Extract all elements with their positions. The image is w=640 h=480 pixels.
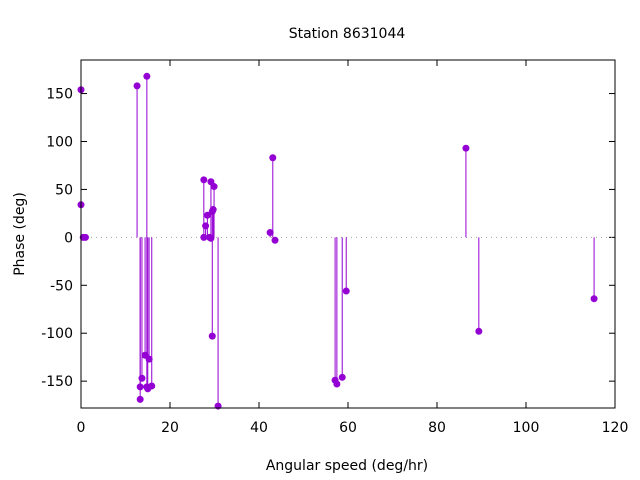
data-point <box>269 154 277 162</box>
y-tick-label: 100 <box>46 134 73 150</box>
data-point <box>214 402 222 410</box>
y-tick-label: 50 <box>55 182 73 198</box>
data-point <box>342 287 350 295</box>
x-tick-label: 120 <box>602 420 629 436</box>
data-point <box>203 211 211 219</box>
x-axis-label: Angular speed (deg/hr) <box>266 458 428 474</box>
data-point <box>210 183 218 191</box>
data-point <box>81 233 89 241</box>
data-point <box>209 206 217 214</box>
data-point <box>208 332 216 340</box>
data-point <box>266 229 274 237</box>
x-tick-label: 60 <box>339 420 357 436</box>
data-point <box>338 373 346 381</box>
chart-title: Station 8631044 <box>289 26 406 42</box>
y-tick-label: 0 <box>64 230 73 246</box>
data-point <box>133 82 141 90</box>
data-point <box>145 355 153 363</box>
y-tick-label: -150 <box>41 374 73 390</box>
y-axis-label: Phase (deg) <box>12 192 28 276</box>
data-point <box>475 327 483 335</box>
x-tick-label: 20 <box>161 420 179 436</box>
x-tick-label: 100 <box>513 420 540 436</box>
data-point <box>202 222 210 230</box>
y-tick-label: -100 <box>41 326 73 342</box>
x-tick-label: 40 <box>250 420 268 436</box>
data-point <box>200 176 208 184</box>
data-point <box>138 374 146 382</box>
y-tick-label: 150 <box>46 87 73 103</box>
data-point <box>590 295 598 303</box>
data-point <box>136 395 144 403</box>
data-point <box>143 72 151 80</box>
x-tick-label: 80 <box>428 420 446 436</box>
data-point <box>148 382 156 390</box>
data-point <box>271 236 279 244</box>
data-point <box>136 383 144 391</box>
plot-border <box>80 59 616 409</box>
x-tick-label: 0 <box>77 420 86 436</box>
data-point <box>462 144 470 152</box>
data-point <box>333 380 341 388</box>
y-tick-label: -50 <box>50 278 73 294</box>
